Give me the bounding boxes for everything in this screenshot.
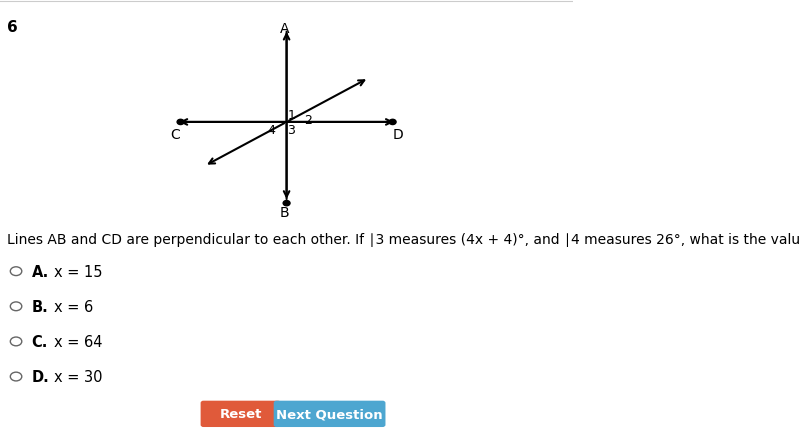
Circle shape bbox=[283, 201, 290, 206]
Text: A.: A. bbox=[31, 264, 49, 279]
Text: Lines AB and CD are perpendicular to each other. If ∣3 measures (4x + 4)°, and ∣: Lines AB and CD are perpendicular to eac… bbox=[7, 232, 800, 246]
Text: 3: 3 bbox=[287, 124, 295, 137]
Text: x = 30: x = 30 bbox=[54, 369, 103, 384]
Text: 2: 2 bbox=[305, 114, 312, 127]
Text: D.: D. bbox=[31, 369, 50, 384]
Text: C.: C. bbox=[31, 334, 48, 349]
Text: B.: B. bbox=[31, 299, 48, 314]
FancyBboxPatch shape bbox=[201, 401, 281, 427]
Text: 6: 6 bbox=[7, 20, 18, 35]
FancyBboxPatch shape bbox=[274, 401, 386, 427]
Text: A: A bbox=[280, 21, 290, 35]
Circle shape bbox=[389, 120, 396, 125]
Text: B: B bbox=[280, 205, 290, 219]
Text: Next Question: Next Question bbox=[276, 407, 383, 420]
Text: C: C bbox=[170, 127, 180, 141]
Circle shape bbox=[177, 120, 184, 125]
Text: Reset: Reset bbox=[219, 407, 262, 420]
Text: D: D bbox=[393, 127, 404, 141]
Text: x = 6: x = 6 bbox=[54, 299, 94, 314]
Text: 1: 1 bbox=[287, 108, 295, 121]
Text: x = 64: x = 64 bbox=[54, 334, 103, 349]
Text: 4: 4 bbox=[268, 124, 276, 137]
Text: x = 15: x = 15 bbox=[54, 264, 103, 279]
